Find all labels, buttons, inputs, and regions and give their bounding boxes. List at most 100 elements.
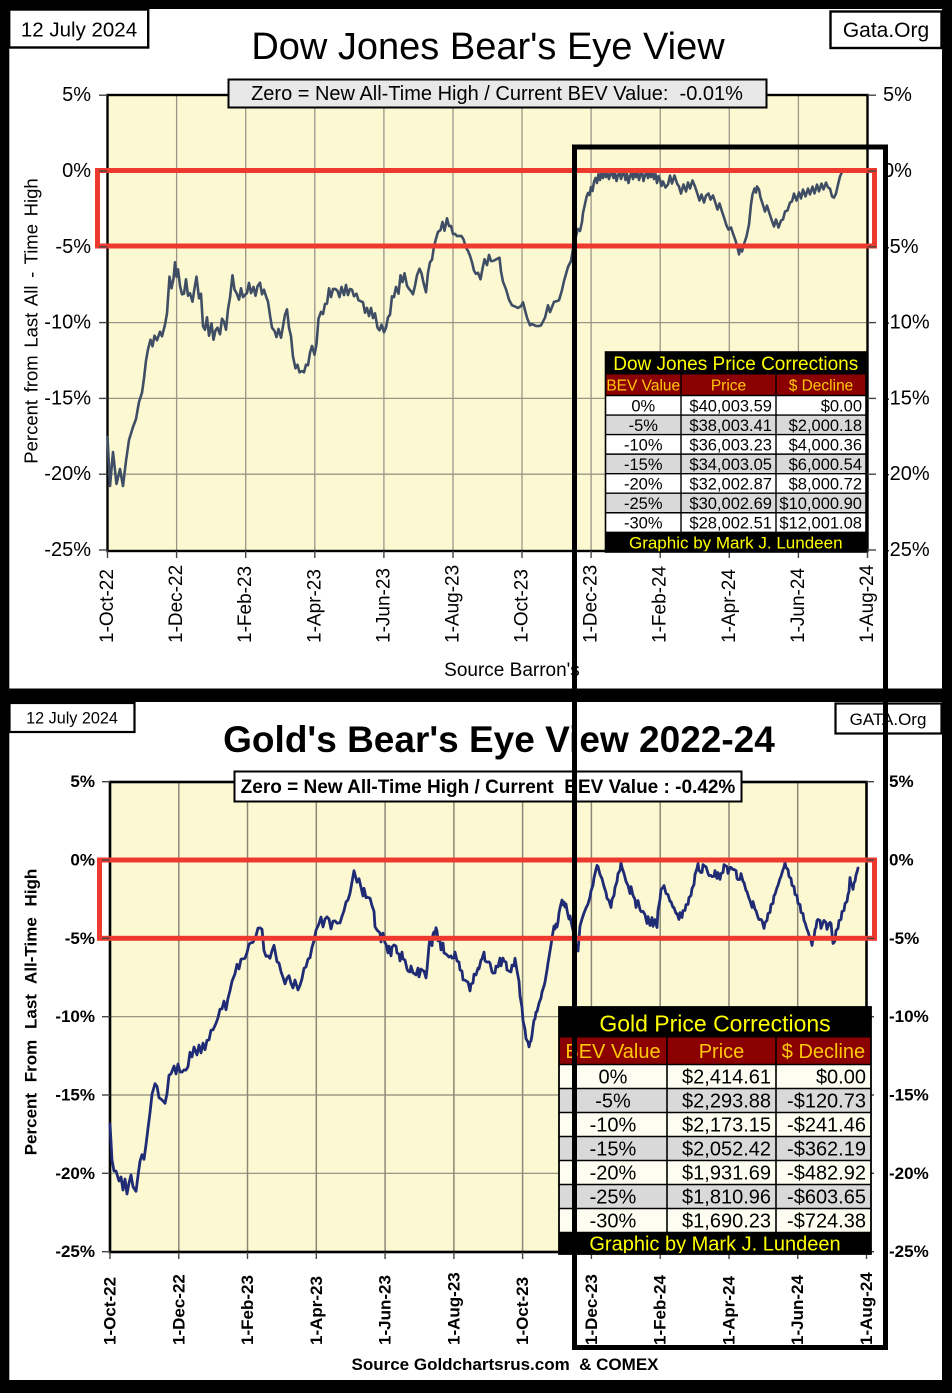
svg-text:-15%: -15% [624,456,663,474]
svg-text:$8,000.72: $8,000.72 [789,475,862,493]
svg-text:1-Dec-23: 1-Dec-23 [581,565,602,643]
svg-text:-5%: -5% [55,236,91,258]
svg-text:Dow Jones Bear's Eye View: Dow Jones Bear's Eye View [251,26,725,68]
svg-text:-20%: -20% [44,463,91,485]
svg-text:-15%: -15% [590,1139,637,1161]
svg-text:0%: 0% [889,851,914,870]
svg-text:-15%: -15% [883,387,930,409]
svg-text:$34,003.05: $34,003.05 [689,456,772,474]
svg-text:5%: 5% [883,84,912,106]
svg-text:$2,414.61: $2,414.61 [682,1067,771,1089]
svg-text:Graphic by Mark J. Lundeen: Graphic by Mark J. Lundeen [589,1233,840,1255]
svg-text:-5%: -5% [889,929,919,948]
svg-text:$1,931.69: $1,931.69 [682,1163,771,1185]
svg-text:BEV Value: BEV Value [565,1041,660,1063]
svg-text:$28,002.51: $28,002.51 [689,515,772,533]
svg-text:$1,690.23: $1,690.23 [682,1211,771,1233]
svg-text:-30%: -30% [624,515,663,533]
svg-text:1-Apr-23: 1-Apr-23 [304,569,325,643]
svg-text:-10%: -10% [624,436,663,454]
svg-text:$2,173.15: $2,173.15 [682,1115,771,1137]
svg-text:1-Apr-23: 1-Apr-23 [307,1276,326,1345]
svg-text:0%: 0% [62,160,91,182]
svg-text:$2,052.42: $2,052.42 [682,1139,771,1161]
svg-text:$0.00: $0.00 [816,1067,866,1089]
svg-text:-25%: -25% [889,1242,929,1261]
svg-text:-$120.73: -$120.73 [787,1091,866,1113]
svg-text:Percent from Last All - Time H: Percent from Last All - Time High [21,178,42,463]
svg-text:$ Decline: $ Decline [789,378,854,395]
svg-text:-30%: -30% [590,1211,637,1233]
svg-text:Zero = New All-Time High / Cur: Zero = New All-Time High / Current BEV V… [251,83,743,105]
svg-text:Gata.Org: Gata.Org [843,19,929,42]
svg-text:1-Aug-24: 1-Aug-24 [857,564,878,643]
svg-text:$38,003.41: $38,003.41 [689,417,772,435]
svg-text:$36,003.23: $36,003.23 [689,436,772,454]
svg-text:$40,003.59: $40,003.59 [689,397,772,415]
svg-text:1-Aug-24: 1-Aug-24 [857,1272,876,1345]
svg-text:$6,000.54: $6,000.54 [789,456,862,474]
svg-text:12 July 2024: 12 July 2024 [26,710,118,728]
svg-text:Percent From Last All-Time Hig: Percent From Last All-Time High [22,869,41,1156]
svg-text:Price: Price [711,378,746,395]
svg-text:1-Jun-23: 1-Jun-23 [376,1275,395,1345]
svg-text:Source Barron's: Source Barron's [444,660,580,681]
svg-text:$30,002.69: $30,002.69 [689,495,772,513]
svg-text:0%: 0% [631,397,655,415]
svg-text:-20%: -20% [624,475,663,493]
svg-text:-$482.92: -$482.92 [787,1163,866,1185]
svg-text:1-Apr-24: 1-Apr-24 [719,569,740,643]
svg-text:-25%: -25% [44,539,91,561]
svg-text:1-Jun-23: 1-Jun-23 [373,568,394,643]
svg-text:Price: Price [699,1041,745,1063]
svg-text:$2,000.18: $2,000.18 [789,417,862,435]
svg-text:-15%: -15% [44,387,91,409]
svg-text:-$603.65: -$603.65 [787,1187,866,1209]
svg-text:-25%: -25% [55,1242,95,1261]
svg-text:Gold's Bear's Eye View 2022-24: Gold's Bear's Eye View 2022-24 [223,719,775,760]
svg-text:-15%: -15% [889,1086,929,1105]
svg-text:-$362.19: -$362.19 [787,1139,866,1161]
svg-text:1-Dec-22: 1-Dec-22 [169,1274,188,1345]
svg-text:Graphic by Mark J. Lundeen: Graphic by Mark J. Lundeen [629,534,843,553]
svg-text:-25%: -25% [624,495,663,513]
svg-text:5%: 5% [889,772,914,791]
svg-text:0%: 0% [70,851,95,870]
svg-text:-20%: -20% [889,1164,929,1183]
svg-text:Zero = New All-Time High / Cur: Zero = New All-Time High / Current BEV V… [241,777,736,798]
svg-text:0%: 0% [599,1067,628,1089]
svg-text:1-Dec-23: 1-Dec-23 [582,1274,601,1345]
svg-text:-20%: -20% [590,1163,637,1185]
svg-text:Source Goldchartsrus.com & CO: Source Goldchartsrus.com & COMEX [351,1355,659,1374]
svg-text:$32,002.87: $32,002.87 [689,475,772,493]
svg-text:5%: 5% [62,84,91,106]
svg-text:$10,000.90: $10,000.90 [779,495,862,513]
svg-text:-10%: -10% [883,312,930,334]
svg-text:$2,293.88: $2,293.88 [682,1091,771,1113]
svg-text:0%: 0% [883,160,912,182]
svg-text:$12,001.08: $12,001.08 [779,515,862,533]
svg-text:12 July 2024: 12 July 2024 [21,19,137,42]
svg-text:$4,000.36: $4,000.36 [789,436,862,454]
svg-text:-10%: -10% [889,1007,929,1026]
svg-text:1-Oct-23: 1-Oct-23 [513,1277,532,1345]
svg-text:5%: 5% [70,772,95,791]
svg-text:1-Aug-23: 1-Aug-23 [444,1272,463,1345]
svg-text:1-Oct-23: 1-Oct-23 [512,569,533,643]
svg-text:$1,810.96: $1,810.96 [682,1187,771,1209]
svg-text:1-Feb-23: 1-Feb-23 [235,566,256,643]
svg-text:Dow Jones Price Corrections: Dow Jones Price Corrections [613,354,858,375]
svg-text:1-Feb-23: 1-Feb-23 [238,1275,257,1345]
svg-text:1-Feb-24: 1-Feb-24 [651,1275,670,1345]
svg-text:1-Oct-22: 1-Oct-22 [101,1277,120,1345]
svg-text:-5%: -5% [629,417,659,435]
svg-text:1-Oct-22: 1-Oct-22 [97,569,118,643]
svg-text:$0.00: $0.00 [821,397,862,415]
svg-text:Gold Price Corrections: Gold Price Corrections [599,1010,830,1036]
svg-text:-20%: -20% [883,463,930,485]
svg-text:-10%: -10% [44,312,91,334]
svg-text:1-Apr-24: 1-Apr-24 [720,1275,739,1345]
svg-text:-25%: -25% [883,539,930,561]
svg-text:-15%: -15% [55,1086,95,1105]
svg-text:-$241.46: -$241.46 [787,1115,866,1137]
